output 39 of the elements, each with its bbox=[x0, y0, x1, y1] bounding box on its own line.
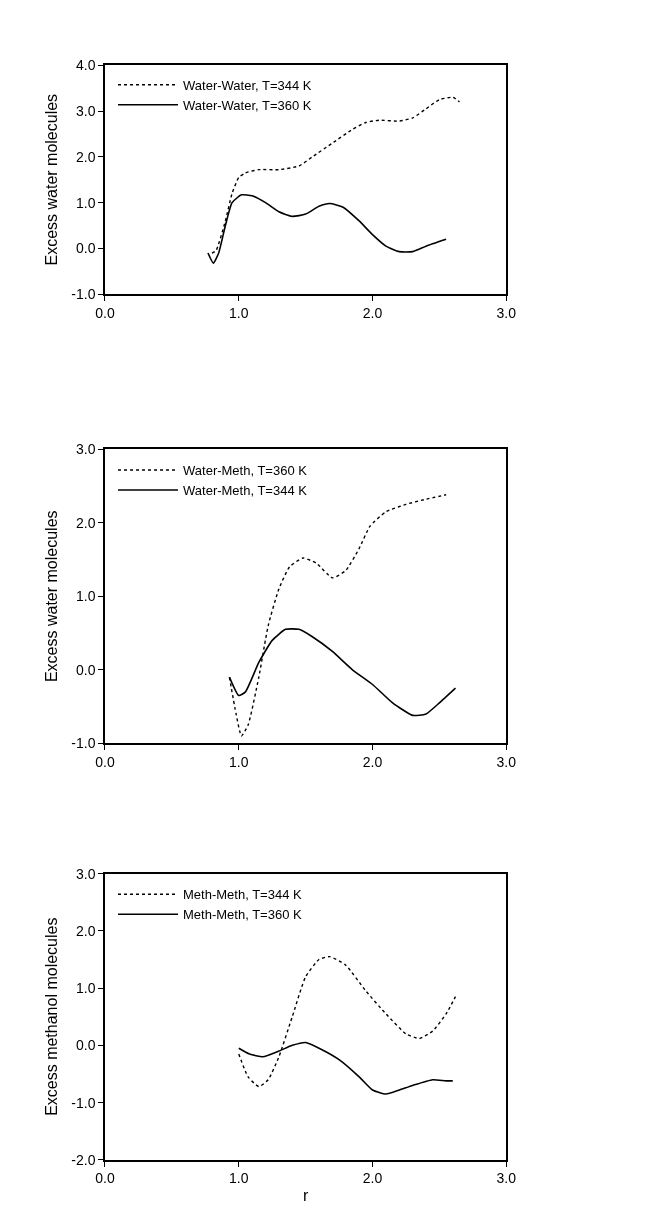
y-axis-title: Excess water molecules bbox=[42, 93, 60, 266]
legend-label: Water-Meth, T=344 K bbox=[183, 483, 308, 498]
y-tick-label: 2.0 bbox=[75, 514, 96, 531]
y-tick-label: -1.0 bbox=[71, 1094, 96, 1111]
y-tick-label: 1.0 bbox=[75, 194, 96, 211]
x-tick-label: 3.0 bbox=[496, 753, 517, 770]
x-tick-label: 0.0 bbox=[95, 1170, 115, 1187]
y-tick-label: 3.0 bbox=[75, 865, 96, 882]
y-tick-label: -2.0 bbox=[71, 1151, 96, 1168]
legend-label: Water-Water, T=344 K bbox=[183, 77, 312, 93]
legend-label: Meth-Meth, T=344 K bbox=[183, 887, 302, 903]
x-tick-label: 1.0 bbox=[229, 753, 249, 770]
x-tick-label: 1.0 bbox=[229, 1170, 249, 1187]
y-tick-label: -1.0 bbox=[71, 286, 96, 303]
x-axis-title: r bbox=[302, 1186, 309, 1204]
y-axis-title: Excess methanol molecules bbox=[42, 917, 60, 1116]
x-tick-label: 0.0 bbox=[95, 304, 115, 321]
legend-label: Water-Water, T=360 K bbox=[183, 97, 312, 113]
x-tick-label: 2.0 bbox=[362, 304, 383, 321]
y-tick-label: 0.0 bbox=[75, 1037, 96, 1054]
y-tick-label: 1.0 bbox=[75, 980, 96, 996]
y-tick-label: 2.0 bbox=[75, 148, 96, 165]
x-tick-label: 3.0 bbox=[496, 304, 517, 321]
legend-label: Water-Meth, T=360 K bbox=[183, 463, 308, 479]
x-tick-label: 2.0 bbox=[362, 753, 383, 770]
y-tick-label: 2.0 bbox=[75, 922, 96, 939]
x-tick-label: 3.0 bbox=[496, 1170, 517, 1187]
y-tick-label: 3.0 bbox=[75, 102, 96, 119]
y-tick-label: 3.0 bbox=[75, 441, 96, 458]
y-tick-label: 0.0 bbox=[75, 661, 96, 678]
x-tick-label: 2.0 bbox=[362, 1170, 383, 1187]
legend-label: Meth-Meth, T=360 K bbox=[183, 907, 302, 923]
y-tick-label: 1.0 bbox=[75, 588, 96, 605]
x-tick-label: 0.0 bbox=[95, 753, 115, 770]
x-tick-label: 1.0 bbox=[229, 304, 249, 321]
y-axis-title: Excess water molecules bbox=[42, 510, 60, 683]
y-tick-label: 0.0 bbox=[75, 240, 96, 257]
y-tick-label: -1.0 bbox=[71, 735, 96, 752]
y-tick-label: 4.0 bbox=[75, 57, 96, 74]
